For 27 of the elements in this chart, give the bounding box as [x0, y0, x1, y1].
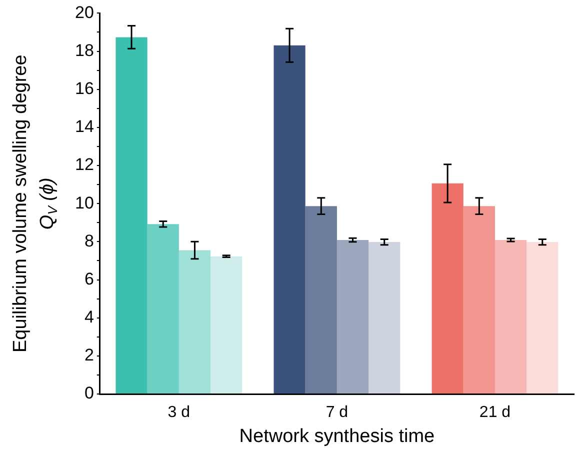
y-tick-label: 20	[74, 2, 94, 22]
x-axis-title: Network synthesis time	[239, 426, 435, 447]
bar	[432, 183, 464, 394]
bar	[178, 250, 211, 394]
x-tick-label: 21 d	[479, 404, 511, 422]
y-tick-label: 4	[84, 308, 94, 327]
bar	[336, 240, 369, 394]
y-tick-label: 0	[84, 384, 94, 403]
x-tick-label: 7 d	[326, 404, 348, 422]
bar	[147, 224, 179, 394]
bar	[116, 37, 148, 394]
y-tick-label: 16	[74, 79, 94, 98]
bar	[305, 206, 337, 394]
x-tick-label: 3 d	[168, 404, 190, 422]
bar	[274, 45, 306, 394]
bar	[494, 240, 527, 394]
bar	[210, 256, 242, 394]
y-tick-label: 6	[84, 269, 94, 288]
y-tick-label: 12	[74, 155, 94, 174]
y-tick-label: 2	[84, 346, 94, 365]
bar	[463, 206, 495, 394]
y-tick-label: 10	[74, 193, 94, 212]
y-tick-label: 18	[74, 40, 94, 60]
bar	[368, 242, 400, 394]
bar	[526, 242, 558, 394]
y-tick-label: 14	[74, 117, 94, 136]
y-tick-label: 8	[84, 231, 94, 250]
